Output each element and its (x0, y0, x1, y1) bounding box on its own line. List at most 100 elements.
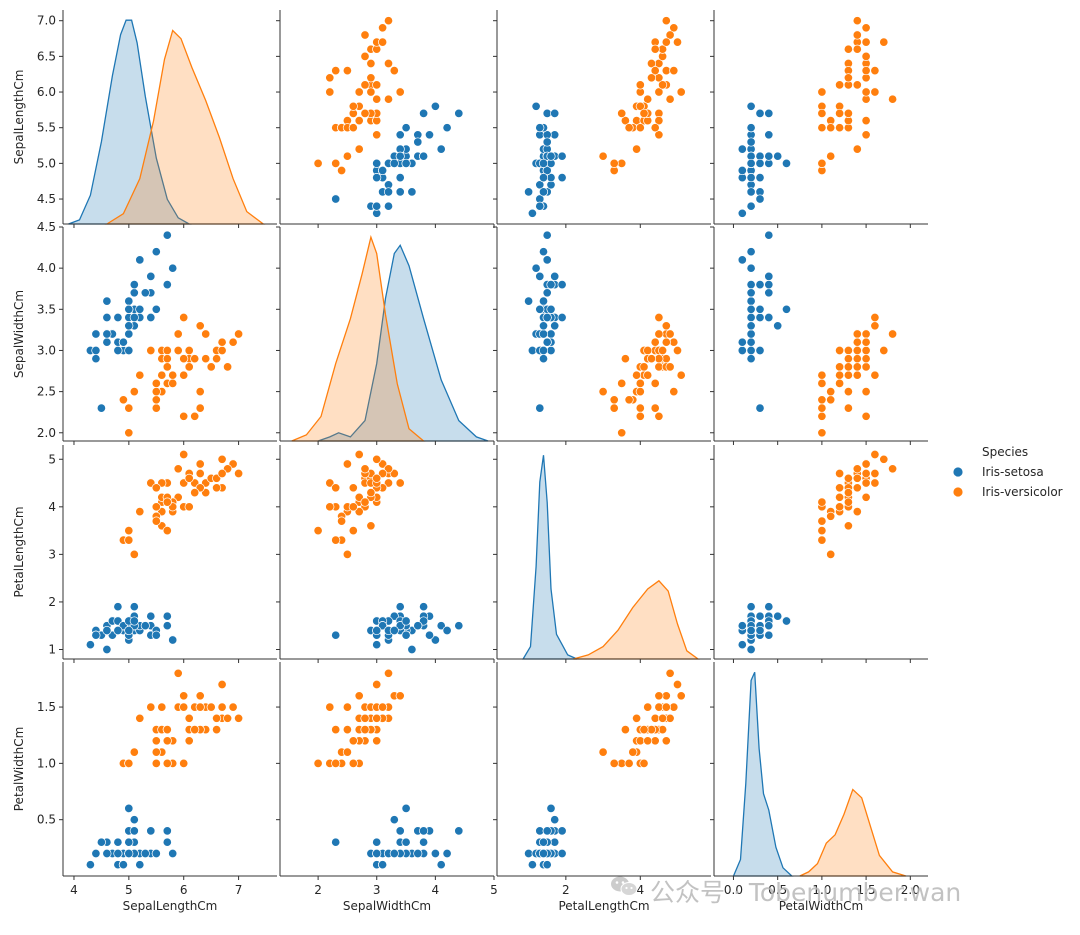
point-versicolor-26 (665, 362, 675, 372)
point-versicolor-11 (861, 492, 871, 502)
point-versicolor-37 (195, 403, 205, 413)
point-setosa-24 (395, 602, 405, 612)
point-versicolor-21 (184, 502, 194, 512)
point-setosa-31 (764, 130, 774, 140)
point-versicolor-49 (843, 497, 853, 507)
point-versicolor-25 (212, 713, 222, 723)
point-setosa-43 (124, 304, 134, 314)
point-setosa-31 (395, 130, 405, 140)
point-versicolor-4 (206, 702, 216, 712)
x-tick-label: 7 (235, 883, 243, 897)
point-versicolor-47 (190, 488, 200, 498)
point-versicolor-47 (843, 73, 853, 83)
point-setosa-15 (162, 621, 172, 631)
point-versicolor-12 (179, 411, 189, 421)
point-setosa-23 (773, 321, 783, 331)
point-setosa-16 (424, 630, 435, 640)
point-versicolor-40 (650, 736, 660, 746)
point-versicolor-3 (151, 403, 161, 413)
point-setosa-18 (550, 108, 560, 118)
point-setosa-36 (401, 123, 411, 133)
point-versicolor-48 (826, 549, 836, 559)
point-versicolor-1 (383, 478, 394, 488)
point-setosa-49 (124, 625, 134, 636)
point-versicolor-49 (639, 725, 649, 735)
point-versicolor-36 (217, 468, 227, 479)
point-versicolor-20 (383, 668, 394, 678)
point-versicolor-49 (360, 497, 370, 507)
point-versicolor-2 (669, 23, 679, 33)
point-versicolor-13 (852, 354, 862, 364)
point-versicolor-17 (817, 370, 827, 380)
point-setosa-49 (124, 848, 134, 859)
watermark-text: 公众号 · Tobenumber.wan (650, 878, 961, 907)
point-versicolor-35 (654, 691, 664, 701)
point-versicolor-49 (162, 362, 172, 372)
point-versicolor-35 (395, 478, 405, 488)
point-setosa-3 (102, 337, 112, 347)
point-versicolor-2 (669, 337, 679, 347)
point-versicolor-43 (331, 758, 341, 768)
point-versicolor-29 (162, 526, 172, 536)
point-versicolor-11 (643, 94, 653, 104)
point-versicolor-24 (366, 58, 376, 69)
point-setosa-49 (538, 321, 549, 331)
point-versicolor-18 (654, 411, 664, 421)
point-setosa-32 (135, 860, 145, 870)
x-tick-label: 4 (70, 883, 78, 897)
legend-entry-iris-versicolor: Iris-versicolor (952, 485, 1063, 499)
point-versicolor-40 (650, 378, 660, 388)
point-versicolor-36 (378, 37, 388, 47)
point-setosa-25 (546, 345, 556, 356)
point-setosa-49 (746, 321, 756, 331)
point-versicolor-18 (325, 478, 335, 488)
point-versicolor-31 (151, 758, 161, 768)
x-tick-label: 1.5 (857, 883, 876, 897)
point-versicolor-36 (661, 337, 671, 347)
point-versicolor-43 (609, 758, 619, 768)
y-tick-label: 4.0 (37, 261, 56, 275)
point-versicolor-40 (835, 483, 845, 493)
point-setosa-36 (151, 630, 161, 640)
point-setosa-41 (96, 837, 106, 847)
point-versicolor-48 (598, 747, 608, 757)
point-setosa-24 (395, 173, 405, 183)
point-setosa-15 (162, 826, 172, 836)
y-tick-label: 2.0 (37, 426, 56, 440)
point-versicolor-40 (348, 123, 358, 133)
point-versicolor-41 (852, 345, 862, 356)
point-setosa-18 (755, 108, 765, 118)
point-versicolor-45 (162, 345, 172, 356)
point-versicolor-40 (650, 123, 660, 133)
point-setosa-38 (372, 848, 382, 859)
point-versicolor-48 (342, 549, 352, 559)
point-versicolor-0 (234, 468, 244, 479)
point-versicolor-26 (852, 30, 862, 40)
point-setosa-18 (419, 108, 429, 118)
point-versicolor-6 (195, 691, 205, 701)
point-setosa-24 (746, 602, 756, 612)
point-setosa-16 (424, 130, 435, 140)
point-versicolor-41 (184, 713, 194, 723)
point-setosa-47 (102, 848, 112, 859)
point-setosa-49 (746, 158, 756, 168)
point-versicolor-45 (643, 736, 653, 746)
point-versicolor-47 (646, 73, 657, 83)
point-setosa-32 (436, 860, 446, 870)
y-tick-label: 5.5 (37, 121, 56, 135)
point-setosa-36 (535, 123, 545, 133)
x-tick-label: 5 (125, 883, 133, 897)
point-setosa-14 (168, 848, 178, 859)
point-versicolor-45 (162, 736, 172, 746)
point-versicolor-23 (835, 362, 845, 372)
point-versicolor-48 (342, 151, 352, 161)
point-setosa-16 (146, 271, 156, 281)
point-versicolor-0 (852, 329, 862, 339)
point-versicolor-20 (383, 94, 394, 104)
point-versicolor-36 (861, 37, 871, 47)
point-versicolor-33 (676, 370, 686, 380)
point-versicolor-32 (168, 370, 178, 380)
point-versicolor-45 (372, 736, 382, 746)
panel-SepalLengthCm-vs-SepalLengthCm: 4.5 5.0 5.5 6.0 6.5 7.0 SepalLengthCm (12, 10, 277, 228)
point-versicolor-42 (635, 378, 645, 388)
